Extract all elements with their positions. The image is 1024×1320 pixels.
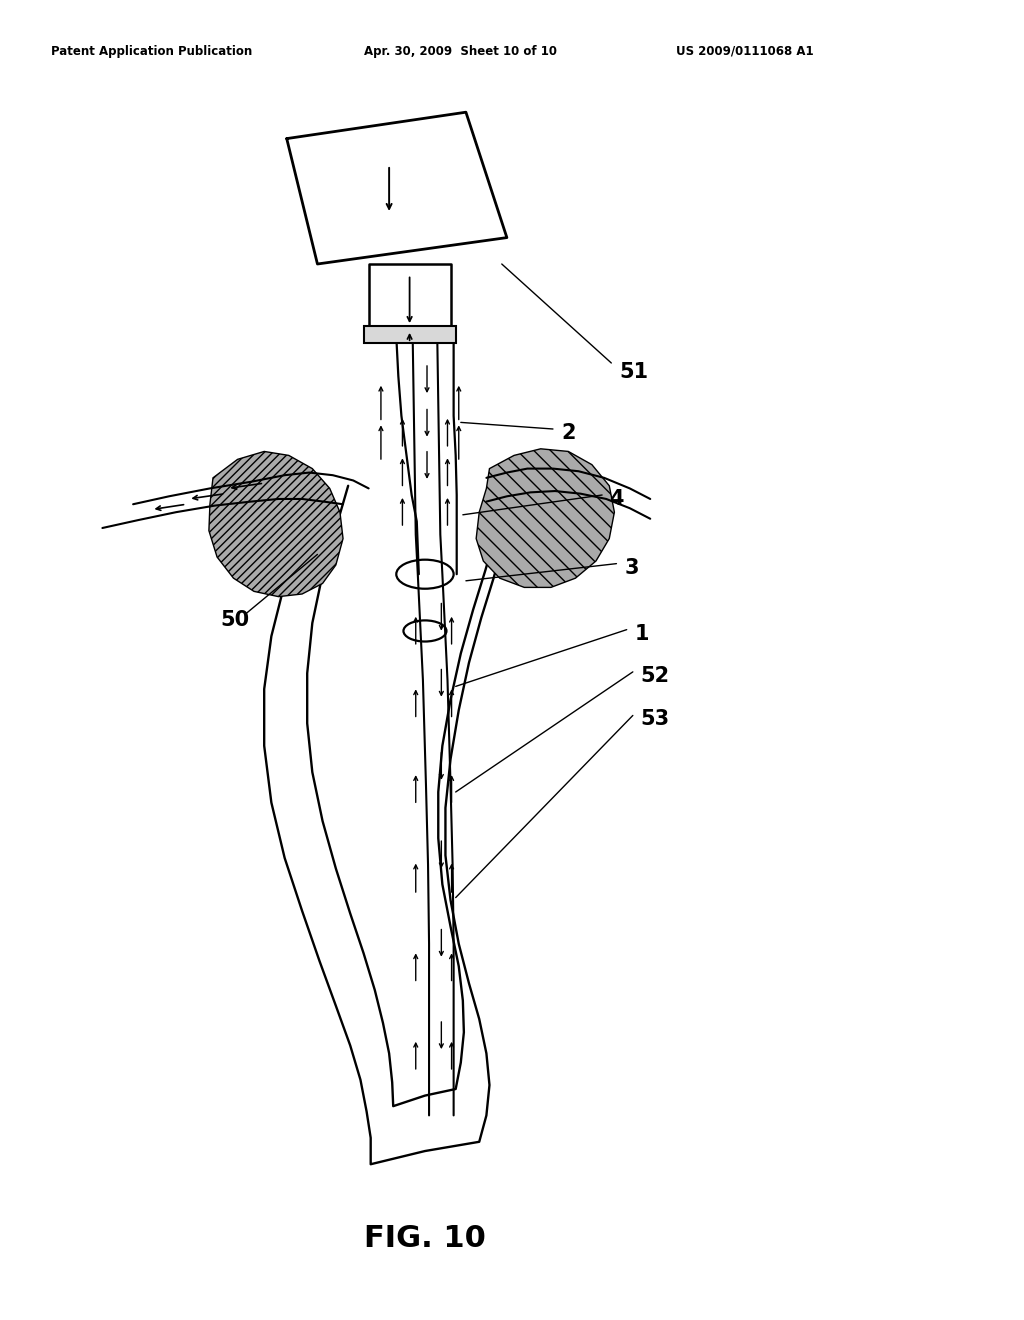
- Text: 52: 52: [640, 665, 669, 686]
- Text: 4: 4: [609, 488, 624, 510]
- Text: US 2009/0111068 A1: US 2009/0111068 A1: [676, 45, 813, 58]
- Text: FIG. 10: FIG. 10: [364, 1224, 486, 1253]
- Text: 2: 2: [561, 422, 575, 444]
- Text: Apr. 30, 2009  Sheet 10 of 10: Apr. 30, 2009 Sheet 10 of 10: [364, 45, 556, 58]
- Text: Patent Application Publication: Patent Application Publication: [51, 45, 253, 58]
- Text: 1: 1: [635, 623, 649, 644]
- Text: 3: 3: [625, 557, 639, 578]
- Text: 50: 50: [220, 610, 249, 631]
- Text: 53: 53: [640, 709, 669, 730]
- Bar: [364, 326, 456, 343]
- Polygon shape: [476, 449, 614, 587]
- Text: 51: 51: [620, 362, 648, 383]
- Polygon shape: [209, 451, 343, 597]
